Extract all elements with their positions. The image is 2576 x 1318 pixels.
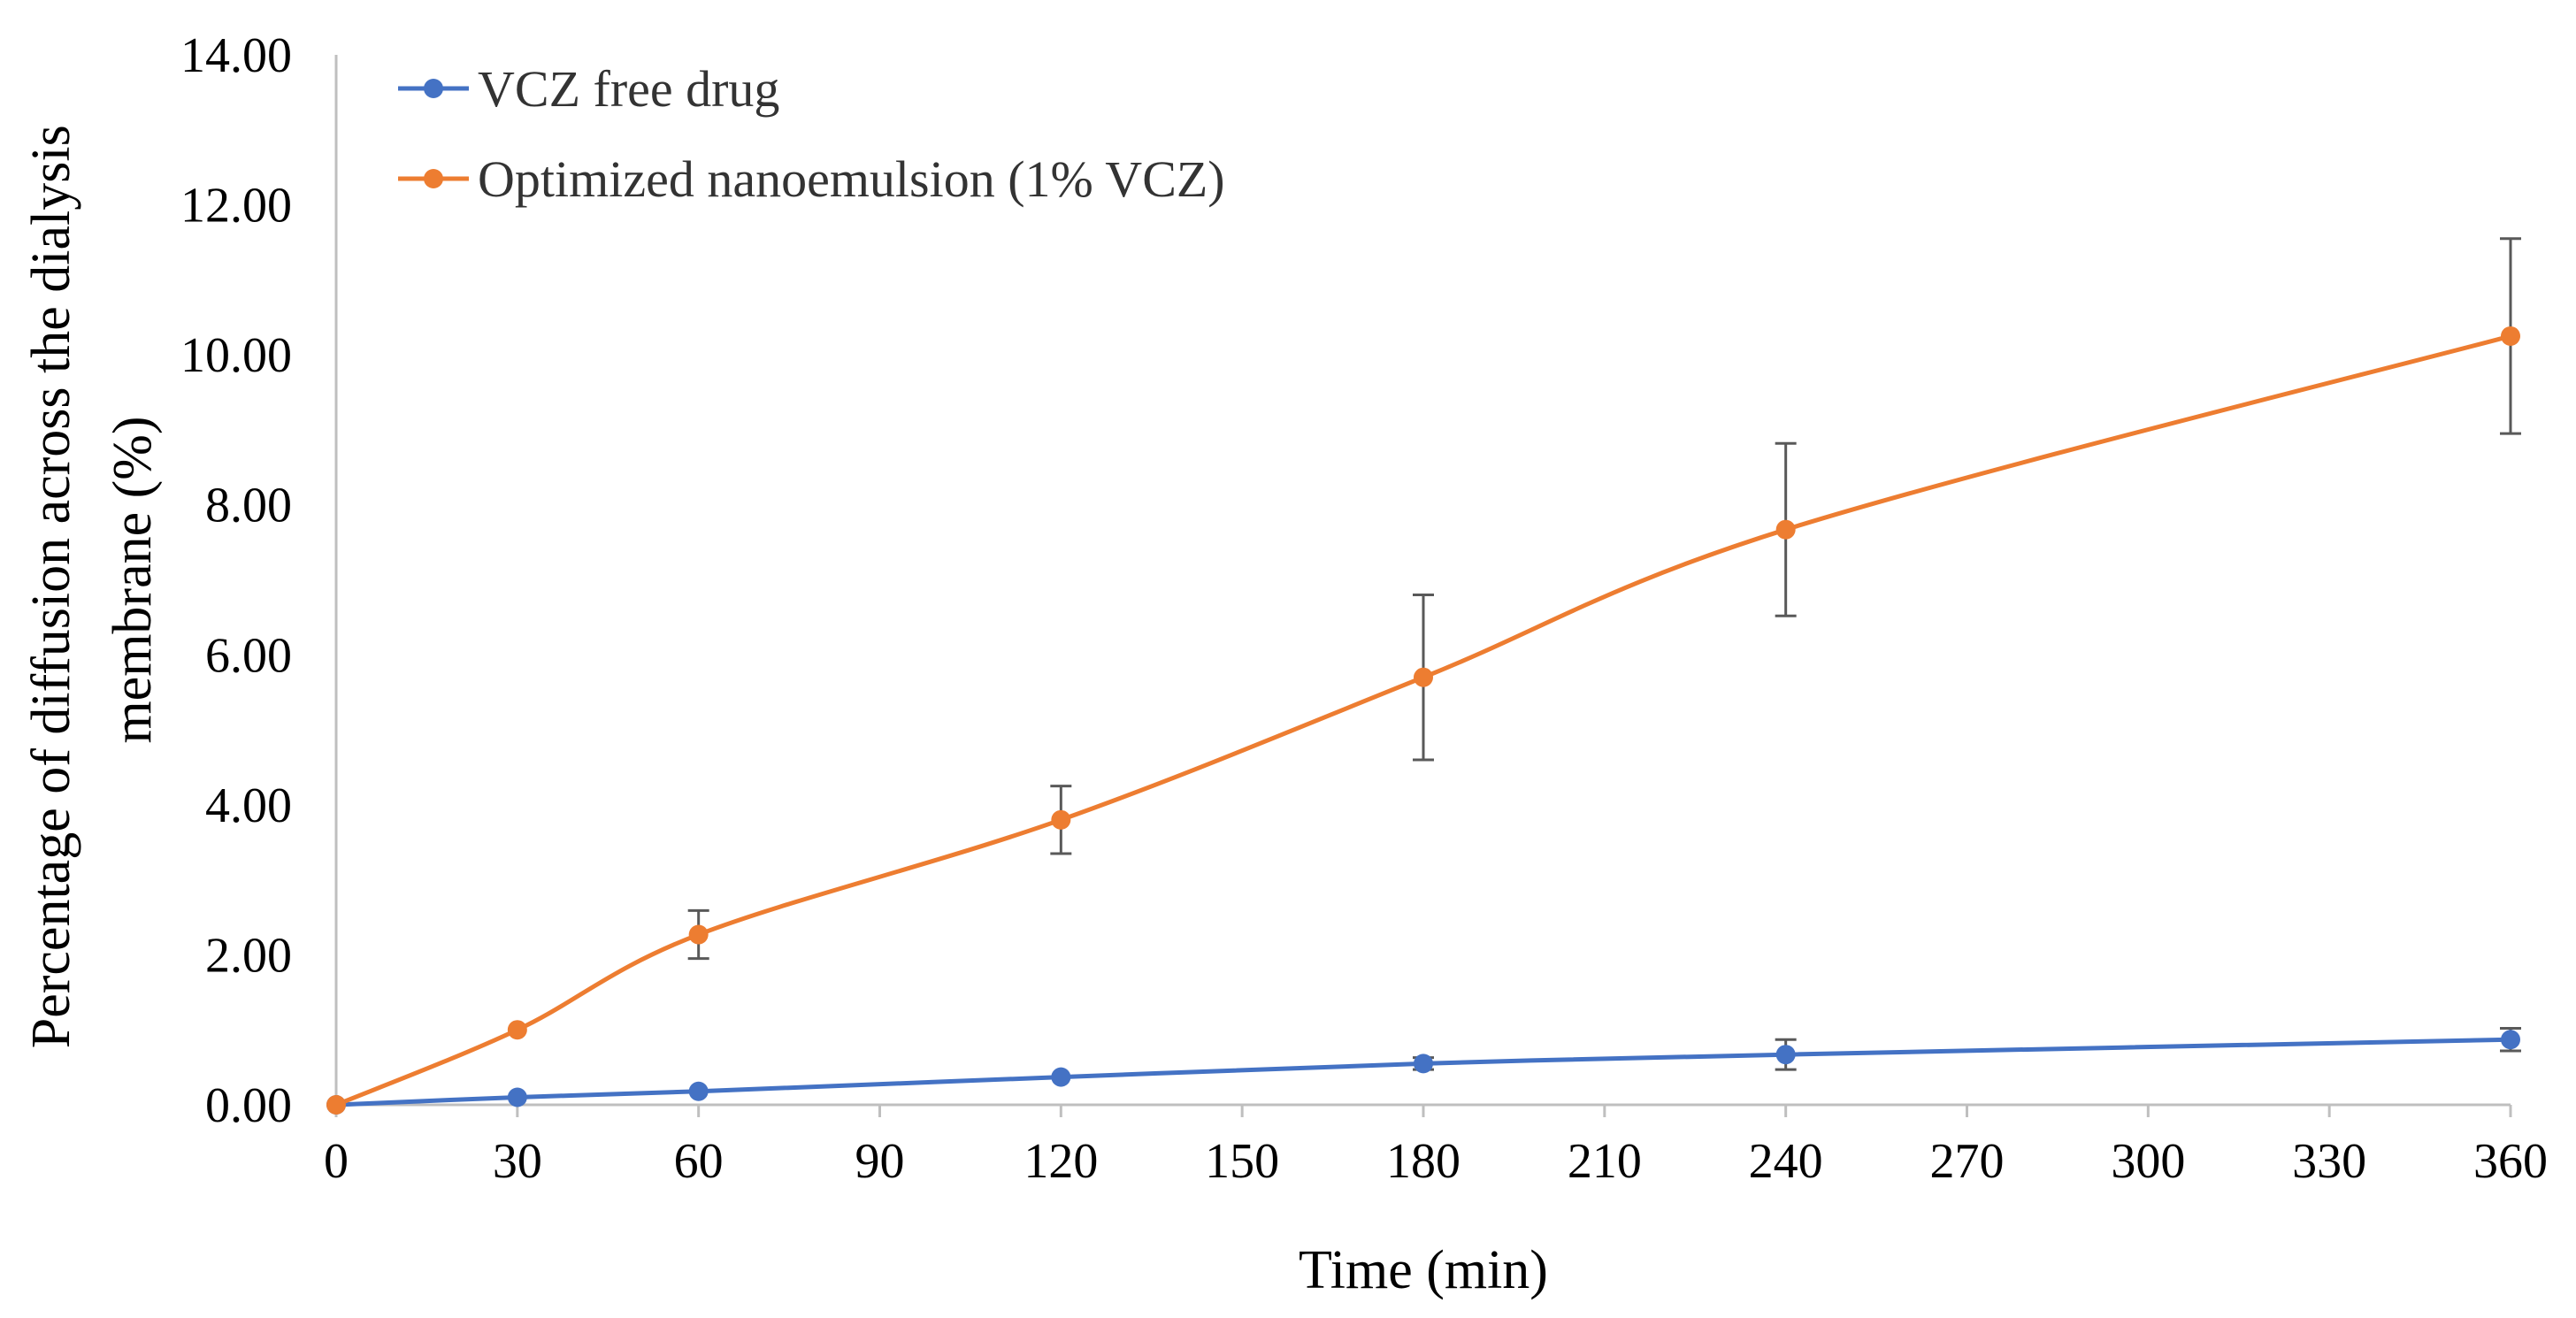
- data-points: [326, 326, 2520, 1115]
- x-tick-label: 30: [493, 1134, 542, 1189]
- series-line: [335, 333, 2511, 1107]
- legend-label: Optimized nanoemulsion (1% VCZ): [478, 150, 1225, 208]
- data-point: [1051, 809, 1071, 830]
- y-axis-title-line-2: membrane (%): [103, 416, 163, 743]
- data-point: [1775, 519, 1796, 540]
- y-tick-label: 12.00: [180, 179, 292, 234]
- y-tick-label: 2.00: [205, 928, 292, 983]
- data-point: [2501, 1030, 2520, 1050]
- data-point: [507, 1087, 527, 1107]
- axis-labels: Time (min) Percentage of diffusion acros…: [21, 111, 1548, 1300]
- legend-label: VCZ free drug: [478, 60, 779, 118]
- x-tick-label: 90: [855, 1134, 905, 1189]
- x-tick-label: 360: [2473, 1134, 2548, 1189]
- error-bars: [687, 237, 2521, 1071]
- y-tick-label: 14.00: [180, 28, 292, 83]
- data-point: [1414, 667, 1433, 687]
- data-point: [507, 1020, 527, 1040]
- legend-marker: [424, 169, 443, 188]
- legend-entry: Optimized nanoemulsion (1% VCZ): [398, 150, 1225, 208]
- data-point: [688, 924, 709, 945]
- x-tick-label: 120: [1024, 1134, 1098, 1189]
- data-point: [688, 1081, 709, 1101]
- y-tick-label: 10.00: [180, 328, 292, 383]
- axes: 0 30 60 90 120 150 180 210 240 270 300 330 360 0.00 2.…: [180, 28, 2548, 1189]
- x-tick-label: 60: [674, 1134, 724, 1189]
- x-tick-label: 300: [2111, 1134, 2185, 1189]
- series-lines: [335, 333, 2511, 1107]
- legend-marker: [424, 79, 443, 98]
- x-tick-label: 0: [324, 1134, 349, 1189]
- legend-entry: VCZ free drug: [398, 60, 779, 118]
- y-tick-label: 8.00: [205, 479, 292, 533]
- y-tick-label: 4.00: [205, 778, 292, 833]
- x-axis-title: Time (min): [1299, 1240, 1548, 1300]
- x-tick-label: 210: [1568, 1134, 1642, 1189]
- data-point: [2501, 326, 2520, 346]
- x-tick-label: 240: [1749, 1134, 1823, 1189]
- data-point: [1051, 1067, 1071, 1087]
- data-point: [1414, 1054, 1433, 1074]
- x-tick-label: 180: [1386, 1134, 1460, 1189]
- data-point: [1775, 1045, 1796, 1065]
- y-axis-title: Percentage of diffusion across the dialy…: [21, 111, 163, 1048]
- y-tick-label: 6.00: [205, 628, 292, 683]
- x-tick-label: 330: [2292, 1134, 2366, 1189]
- data-point: [326, 1095, 346, 1115]
- x-tick-label: 150: [1205, 1134, 1279, 1189]
- legend: VCZ free drug Optimized nanoemulsion (1% …: [398, 60, 1225, 208]
- y-axis-title-line-1: Percentage of diffusion across the dialy…: [21, 125, 81, 1048]
- y-tick-label: 0.00: [205, 1078, 292, 1133]
- x-tick-label: 270: [1930, 1134, 2005, 1189]
- series-line: [335, 1037, 2511, 1107]
